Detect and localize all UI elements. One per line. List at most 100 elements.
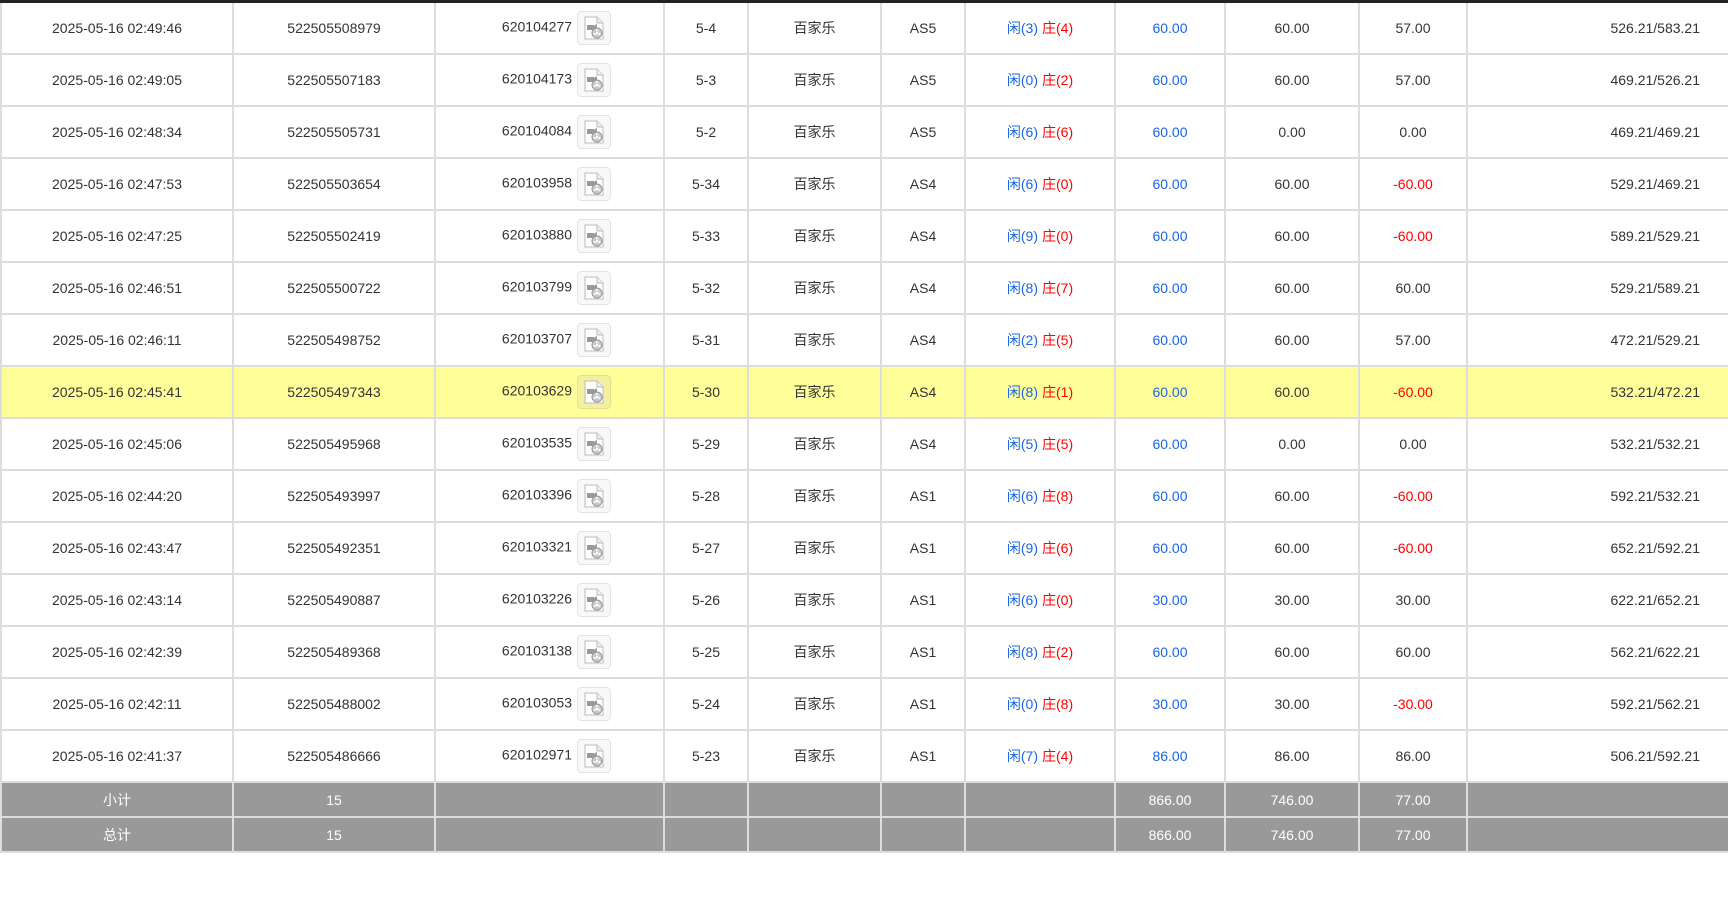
balance-cell: 529.21/469.21 [1466, 157, 1728, 211]
shoe-round-cell: 5-29 [663, 417, 749, 471]
table-row[interactable]: 2025-05-16 02:46:51 522505500722 620103799… [0, 261, 1728, 315]
valid-bet-cell: 0.00 [1224, 417, 1360, 471]
game-number-cell: 620103138 [434, 625, 665, 679]
game-number-cell: 620103226 [434, 573, 665, 627]
valid-bet-cell: 60.00 [1224, 261, 1360, 315]
table-cell: AS5 [880, 105, 966, 159]
bet-time-cell: 2025-05-16 02:44:20 [0, 469, 234, 523]
banker-result: 庄(4) [1042, 20, 1074, 36]
game-number: 620103138 [501, 642, 572, 659]
balance-cell: 529.21/589.21 [1466, 261, 1728, 315]
footer-count: 15 [232, 781, 436, 818]
footer-count: 15 [232, 816, 436, 853]
table-row[interactable]: 2025-05-16 02:49:05 522505507183 620104173… [0, 53, 1728, 107]
video-file-icon[interactable] [577, 427, 611, 461]
video-file-icon[interactable] [577, 479, 611, 513]
game-number-cell: 620104173 [434, 53, 665, 107]
table-row[interactable]: 2025-05-16 02:45:41 522505497343 620103629… [0, 365, 1728, 419]
bet-time-cell: 2025-05-16 02:45:06 [0, 417, 234, 471]
bet-time-cell: 2025-05-16 02:41:37 [0, 729, 234, 783]
table-row[interactable]: 2025-05-16 02:42:11 522505488002 620103053… [0, 677, 1728, 731]
video-file-icon[interactable] [577, 115, 611, 149]
game-number-cell: 620103053 [434, 677, 665, 731]
game-type-cell: 百家乐 [747, 105, 882, 159]
video-file-icon[interactable] [577, 531, 611, 565]
result-cell: 闲(9) 庄(0) [964, 209, 1116, 263]
win-loss-cell: 57.00 [1358, 313, 1468, 367]
table-row[interactable]: 2025-05-16 02:41:37 522505486666 620102971… [0, 729, 1728, 783]
video-file-icon[interactable] [577, 635, 611, 669]
video-file-icon[interactable] [577, 63, 611, 97]
banker-result: 庄(5) [1042, 436, 1074, 452]
win-loss-cell: 0.00 [1358, 417, 1468, 471]
game-type-cell: 百家乐 [747, 365, 882, 419]
table-row[interactable]: 2025-05-16 02:47:25 522505502419 620103880… [0, 209, 1728, 263]
shoe-round-cell: 5-23 [663, 729, 749, 783]
bet-time-cell: 2025-05-16 02:49:05 [0, 53, 234, 107]
player-result: 闲(3) [1006, 20, 1038, 36]
valid-bet-cell: 86.00 [1224, 729, 1360, 783]
result-cell: 闲(6) 庄(0) [964, 157, 1116, 211]
result-cell: 闲(3) 庄(4) [964, 0, 1116, 55]
balance-cell: 469.21/469.21 [1466, 105, 1728, 159]
table-row[interactable]: 2025-05-16 02:42:39 522505489368 620103138… [0, 625, 1728, 679]
video-file-icon[interactable] [577, 167, 611, 201]
win-loss-cell: 86.00 [1358, 729, 1468, 783]
game-type-cell: 百家乐 [747, 261, 882, 315]
table-row[interactable]: 2025-05-16 02:45:06 522505495968 620103535… [0, 417, 1728, 471]
win-loss-cell: 60.00 [1358, 625, 1468, 679]
bet-amount-cell: 60.00 [1114, 365, 1226, 419]
video-file-icon[interactable] [577, 323, 611, 357]
banker-result: 庄(6) [1042, 124, 1074, 140]
video-file-icon[interactable] [577, 219, 611, 253]
shoe-round-cell: 5-27 [663, 521, 749, 575]
game-number-cell: 620103396 [434, 469, 665, 523]
table-cell: AS5 [880, 53, 966, 107]
game-type-cell: 百家乐 [747, 417, 882, 471]
balance-cell: 472.21/529.21 [1466, 313, 1728, 367]
empty-cell [434, 781, 665, 818]
order-number-cell: 522505500722 [232, 261, 436, 315]
video-file-icon[interactable] [577, 271, 611, 305]
footer-win-total: 77.00 [1358, 781, 1468, 818]
game-number: 620103707 [501, 330, 572, 347]
table-row[interactable]: 2025-05-16 02:47:53 522505503654 620103958… [0, 157, 1728, 211]
balance-cell: 592.21/532.21 [1466, 469, 1728, 523]
video-file-icon[interactable] [577, 583, 611, 617]
table-row[interactable]: 2025-05-16 02:48:34 522505505731 620104084… [0, 105, 1728, 159]
table-row[interactable]: 2025-05-16 02:43:47 522505492351 620103321… [0, 521, 1728, 575]
balance-cell: 526.21/583.21 [1466, 0, 1728, 55]
game-number: 620103629 [501, 382, 572, 399]
table-cell: AS1 [880, 573, 966, 627]
shoe-round-cell: 5-34 [663, 157, 749, 211]
video-file-icon[interactable] [577, 739, 611, 773]
player-result: 闲(9) [1006, 540, 1038, 556]
video-file-icon[interactable] [577, 687, 611, 721]
result-cell: 闲(9) 庄(6) [964, 521, 1116, 575]
banker-result: 庄(4) [1042, 748, 1074, 764]
table-row[interactable]: 2025-05-16 02:49:46 522505508979 620104277… [0, 0, 1728, 55]
shoe-round-cell: 5-4 [663, 0, 749, 55]
video-file-icon[interactable] [577, 11, 611, 45]
game-type-cell: 百家乐 [747, 625, 882, 679]
table-row[interactable]: 2025-05-16 02:43:14 522505490887 620103226… [0, 573, 1728, 627]
player-result: 闲(8) [1006, 644, 1038, 660]
table-cell: AS1 [880, 677, 966, 731]
bet-amount-cell: 60.00 [1114, 417, 1226, 471]
balance-cell: 469.21/526.21 [1466, 53, 1728, 107]
valid-bet-cell: 60.00 [1224, 469, 1360, 523]
table-row[interactable]: 2025-05-16 02:46:11 522505498752 620103707… [0, 313, 1728, 367]
game-number: 620104173 [501, 70, 572, 87]
balance-cell: 562.21/622.21 [1466, 625, 1728, 679]
player-result: 闲(5) [1006, 436, 1038, 452]
bet-amount-cell: 60.00 [1114, 53, 1226, 107]
table-row[interactable]: 2025-05-16 02:44:20 522505493997 620103396… [0, 469, 1728, 523]
game-number: 620103226 [501, 590, 572, 607]
video-file-icon[interactable] [577, 375, 611, 409]
win-loss-cell: -60.00 [1358, 157, 1468, 211]
result-cell: 闲(0) 庄(2) [964, 53, 1116, 107]
game-type-cell: 百家乐 [747, 53, 882, 107]
bet-records-table: 2025-05-16 02:49:46 522505508979 620104277… [0, 0, 1728, 853]
bet-amount-cell: 60.00 [1114, 625, 1226, 679]
player-result: 闲(8) [1006, 280, 1038, 296]
